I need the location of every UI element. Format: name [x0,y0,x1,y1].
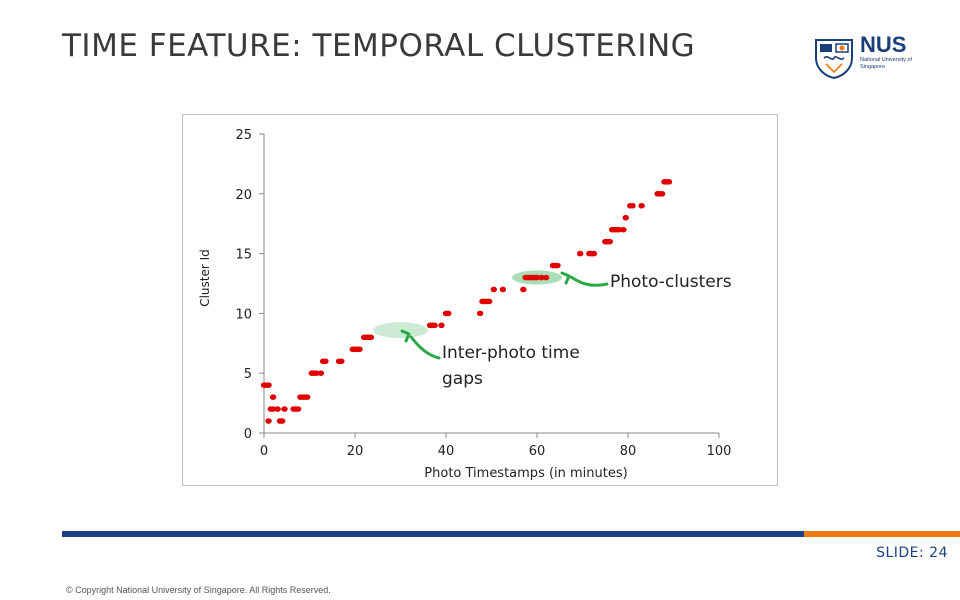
data-point [445,310,452,317]
y-tick-label: 0 [244,427,252,442]
arrow-head [400,329,411,343]
data-point [274,406,281,412]
nus-crest-icon [815,39,853,80]
copyright-notice: © Copyright National University of Singa… [66,585,331,595]
data-point [520,286,527,293]
y-tick-label: 25 [235,128,252,143]
x-tick-label: 80 [620,444,637,459]
data-point [269,394,277,400]
data-point [281,406,288,412]
photo-clusters-arrow [560,271,609,287]
data-point [629,202,636,209]
nus-logo: NUS National University of Singapore [812,32,922,82]
data-point [294,406,302,412]
data-point [367,334,375,341]
inter-photo-gaps-label: Inter-photo time gaps [442,343,580,389]
photo-clusters-label: Photo-clusters [610,272,732,292]
data-point [322,358,329,365]
data-point [431,322,438,329]
y-tick-label: 5 [244,367,252,382]
data-point [476,310,484,317]
data-point [622,214,629,221]
data-point [265,382,272,388]
data-point [269,406,277,412]
x-tick-label: 20 [347,444,364,459]
arrow-shaft [409,335,441,360]
data-point [665,179,673,185]
data-point [542,274,550,281]
scatter-chart: 0 5 10 15 20 25 0 20 40 60 80 100 Photo Timestamps … [198,128,732,481]
x-tick-label: 100 [707,444,732,459]
chart-frame: 0 5 10 15 20 25 0 20 40 60 80 100 Photo Timestamps … [182,114,778,486]
data-point [486,298,493,305]
data-point [304,394,311,400]
arrow-shaft [569,275,609,287]
logo-name: NUS [860,32,907,57]
data-point [533,274,541,281]
data-point [620,226,627,233]
x-axis-label: Photo Timestamps (in minutes) [424,466,627,481]
y-tick-label: 15 [235,248,252,263]
footer-bar-orange [804,531,960,537]
data-point [438,322,445,329]
data-point [279,418,286,424]
x-tick-label: 40 [438,444,455,459]
data-point [338,358,345,365]
arrow-head [560,271,571,285]
data-point [615,226,623,233]
y-tick-label: 20 [235,188,252,203]
time-gap-highlight [373,322,428,339]
data-point [638,202,645,209]
data-point [590,250,598,257]
data-point [499,286,507,293]
data-point [490,286,497,293]
data-point [317,370,325,376]
data-point [606,238,613,245]
data-point [577,250,584,257]
data-point [658,191,666,197]
y-axis-label: Cluster Id [198,249,212,307]
data-point [554,262,561,269]
data-point [356,346,363,353]
y-tick-label: 10 [235,307,252,322]
x-tick-label: 0 [260,444,268,459]
data-point [265,418,272,424]
footer-bar-blue [62,531,804,537]
slide-title: TIME FEATURE: TEMPORAL CLUSTERING [62,28,696,64]
time-gaps-arrow [400,329,441,360]
data-point [313,370,320,376]
slide-number: SLIDE: 24 [876,545,948,561]
logo-subtitle: National University of Singapore [860,57,912,70]
data-point [538,274,545,281]
x-tick-label: 60 [529,444,546,459]
